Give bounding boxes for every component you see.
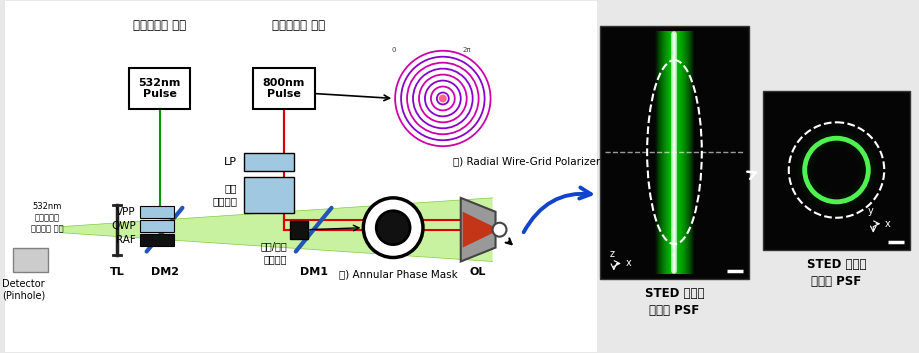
Text: 2π: 2π xyxy=(462,47,471,53)
Text: STED 광속의
종방향 PSF: STED 광속의 종방향 PSF xyxy=(644,287,703,317)
Text: x: x xyxy=(625,258,630,269)
Bar xyxy=(661,31,686,274)
Polygon shape xyxy=(60,198,492,262)
Bar xyxy=(664,31,684,274)
Bar xyxy=(663,31,685,274)
Polygon shape xyxy=(462,212,493,247)
Bar xyxy=(670,31,679,274)
Text: STED 광속의
횡방향 PSF: STED 광속의 횡방향 PSF xyxy=(806,258,866,287)
Text: OL: OL xyxy=(469,268,485,277)
Text: x: x xyxy=(884,219,890,229)
Bar xyxy=(662,31,686,274)
Bar xyxy=(664,31,684,274)
Bar xyxy=(659,31,688,274)
Bar xyxy=(140,206,175,218)
Bar xyxy=(667,31,682,274)
Text: RAF: RAF xyxy=(116,235,135,245)
Bar xyxy=(658,31,690,274)
Bar xyxy=(673,31,675,274)
Bar xyxy=(655,31,693,274)
FancyBboxPatch shape xyxy=(244,153,293,171)
Bar xyxy=(669,31,679,274)
Bar xyxy=(140,234,175,246)
Bar xyxy=(655,31,694,274)
Text: 532nm
광중합억제
형광발광 광속: 532nm 광중합억제 형광발광 광속 xyxy=(31,202,63,233)
Bar xyxy=(289,221,307,239)
Bar xyxy=(670,31,677,274)
Bar xyxy=(599,26,748,279)
FancyArrowPatch shape xyxy=(523,187,590,232)
Bar xyxy=(673,31,675,274)
Text: z: z xyxy=(609,249,614,258)
Bar xyxy=(667,31,681,274)
Text: 광중합유도 광로: 광중합유도 광로 xyxy=(272,19,325,32)
Bar xyxy=(661,31,687,274)
Text: y: y xyxy=(867,206,872,216)
Bar xyxy=(659,31,689,274)
Bar xyxy=(656,31,692,274)
Text: VPP: VPP xyxy=(116,207,135,217)
Bar xyxy=(671,31,676,274)
FancyBboxPatch shape xyxy=(129,68,190,109)
Text: 0: 0 xyxy=(391,47,395,53)
Text: QWP: QWP xyxy=(111,221,135,231)
Bar xyxy=(660,31,688,274)
Text: 예) Radial Wire-Grid Polarizer: 예) Radial Wire-Grid Polarizer xyxy=(452,156,599,166)
Bar xyxy=(674,31,675,274)
Circle shape xyxy=(438,95,447,102)
Bar xyxy=(660,31,687,274)
Polygon shape xyxy=(460,198,495,262)
FancyBboxPatch shape xyxy=(244,177,293,213)
Bar xyxy=(657,31,692,274)
Bar xyxy=(664,31,685,274)
Text: Detector
(Pinhole): Detector (Pinhole) xyxy=(2,279,45,301)
Bar xyxy=(672,31,676,274)
Text: DM2: DM2 xyxy=(151,268,178,277)
Text: 편광
변조소자: 편광 변조소자 xyxy=(212,183,237,207)
Text: 532nm
Pulse: 532nm Pulse xyxy=(138,78,180,99)
Bar xyxy=(663,31,686,274)
FancyArrowPatch shape xyxy=(746,172,755,179)
Bar xyxy=(665,31,682,274)
Circle shape xyxy=(363,198,423,258)
Text: 광중합억제 광로: 광중합억제 광로 xyxy=(133,19,186,32)
Bar xyxy=(657,31,690,274)
Text: TL: TL xyxy=(109,268,124,277)
Bar xyxy=(662,31,686,274)
Bar xyxy=(672,31,675,274)
Bar xyxy=(656,31,693,274)
Bar xyxy=(664,31,683,274)
Bar xyxy=(668,31,680,274)
Bar xyxy=(14,247,48,273)
Circle shape xyxy=(492,223,506,237)
FancyBboxPatch shape xyxy=(253,68,314,109)
Bar xyxy=(669,31,680,274)
Bar xyxy=(665,31,683,274)
Bar xyxy=(6,1,596,352)
Bar xyxy=(671,31,677,274)
Text: 800nm
Pulse: 800nm Pulse xyxy=(262,78,305,99)
Bar xyxy=(668,31,681,274)
Text: 예) Annular Phase Mask: 예) Annular Phase Mask xyxy=(338,269,457,280)
Bar xyxy=(140,220,175,232)
Bar xyxy=(654,31,694,274)
Circle shape xyxy=(376,211,410,245)
Bar xyxy=(762,90,909,250)
Text: 진폭/위상
변조소자: 진폭/위상 변조소자 xyxy=(260,241,287,264)
Text: LP: LP xyxy=(224,157,237,167)
Bar xyxy=(658,31,689,274)
Text: DM1: DM1 xyxy=(300,268,327,277)
